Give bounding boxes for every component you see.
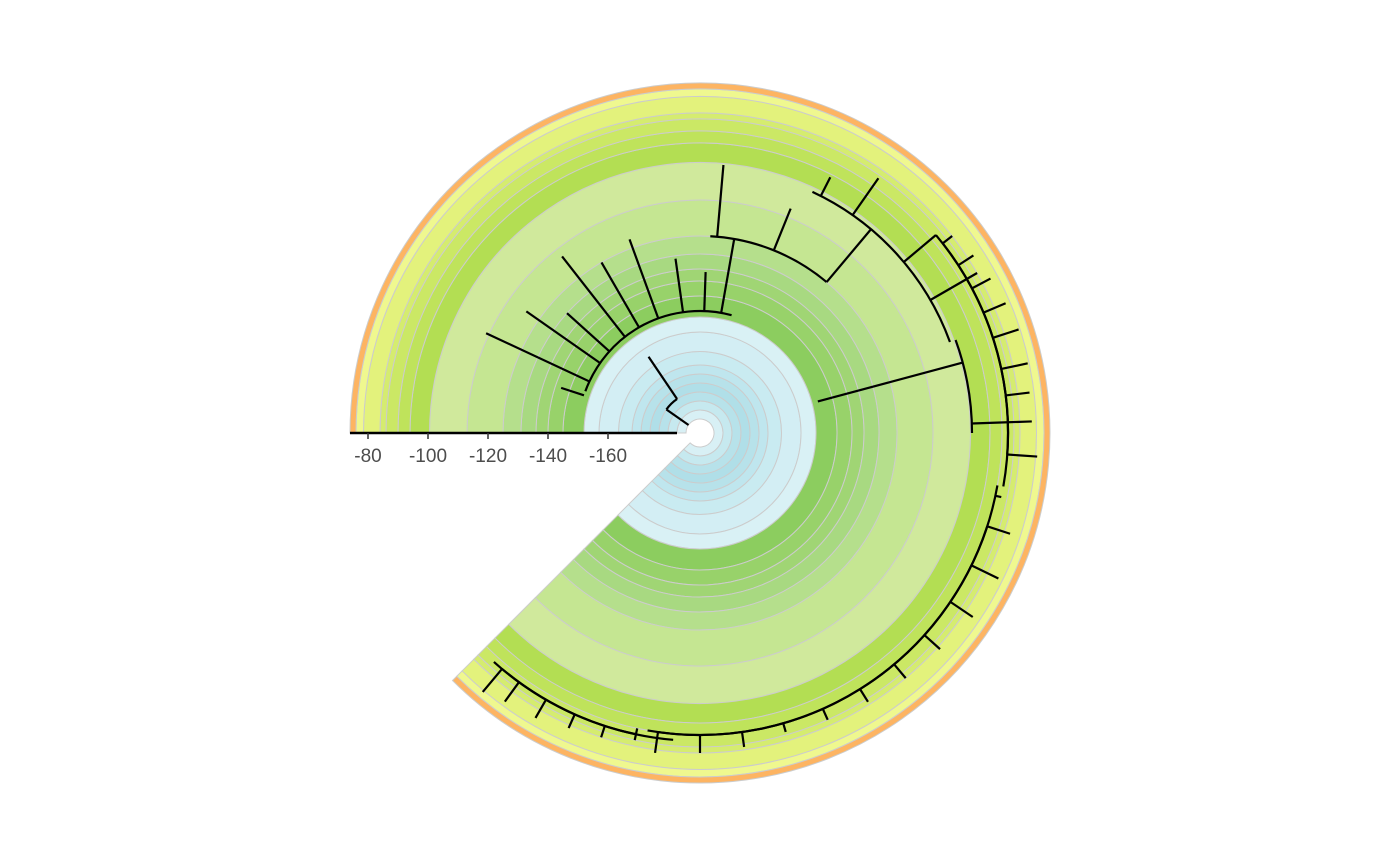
- tree-connector: [941, 242, 1010, 455]
- tree-tip: [986, 525, 1011, 535]
- axis-tick-label: -80: [354, 446, 381, 467]
- axis-tick-label: -100: [409, 446, 447, 467]
- time-bands: [349, 82, 1051, 784]
- tree-tip: [971, 277, 992, 290]
- tree-tip: [1007, 453, 1038, 458]
- tree-tip: [949, 600, 974, 618]
- tree-tip: [782, 722, 787, 733]
- tree-connector: [811, 190, 951, 343]
- tree-tip: [983, 302, 1007, 314]
- tree-branch: [720, 238, 736, 314]
- tree-tip: [534, 699, 547, 719]
- tree-connector: [584, 309, 732, 392]
- tree-tip: [503, 681, 520, 703]
- tree-connector: [954, 339, 974, 434]
- tree-connector: [710, 235, 828, 283]
- tree-tip: [560, 386, 585, 397]
- tree-tip: [653, 731, 660, 754]
- time-band: [349, 82, 1051, 784]
- tree-tip: [1005, 391, 1030, 397]
- tree-tip: [903, 234, 937, 263]
- tree-tip: [600, 725, 606, 738]
- tree-tip: [992, 328, 1019, 339]
- tree-tip: [1001, 362, 1028, 371]
- axis-tick-label: -160: [589, 446, 627, 467]
- tree-tip: [893, 663, 907, 679]
- tree-tip: [859, 688, 869, 703]
- tree-tip: [716, 164, 725, 237]
- tree-tip: [851, 177, 880, 216]
- tree-tip: [821, 708, 829, 721]
- tree-connector: [657, 525, 989, 737]
- tree-tip: [1007, 420, 1032, 424]
- axis-tick-label: -120: [469, 446, 507, 467]
- tree-tip: [633, 734, 638, 741]
- tree-tip: [561, 255, 626, 338]
- tree-tip: [566, 312, 611, 353]
- axis-tick-label: -140: [529, 446, 567, 467]
- tree-tip: [567, 713, 576, 729]
- tree-tip: [674, 258, 685, 313]
- tree-tip: [525, 310, 601, 364]
- tree-tip: [942, 235, 953, 245]
- tree-connector: [501, 668, 637, 736]
- phylogeny-tree: [481, 164, 1038, 754]
- tree-tip: [957, 254, 975, 267]
- tree-tip: [481, 668, 503, 693]
- tree-tip: [772, 208, 792, 251]
- tree-tip: [628, 239, 660, 319]
- time-axis: -80 -100 -120 -140 -160: [350, 431, 677, 467]
- tree-tip: [819, 176, 832, 197]
- tree-tip: [485, 332, 590, 383]
- tree-tip: [600, 261, 640, 328]
- tree-branch: [817, 361, 964, 403]
- tree-branch: [647, 356, 678, 400]
- tree-branch: [971, 421, 1008, 425]
- tree-tip: [929, 272, 978, 301]
- tree-root: [665, 408, 690, 426]
- tree-tip: [970, 564, 999, 580]
- tree-branch: [825, 228, 872, 283]
- tree-tip: [703, 272, 707, 312]
- tree-tip: [923, 634, 941, 650]
- tree-tip: [740, 731, 746, 748]
